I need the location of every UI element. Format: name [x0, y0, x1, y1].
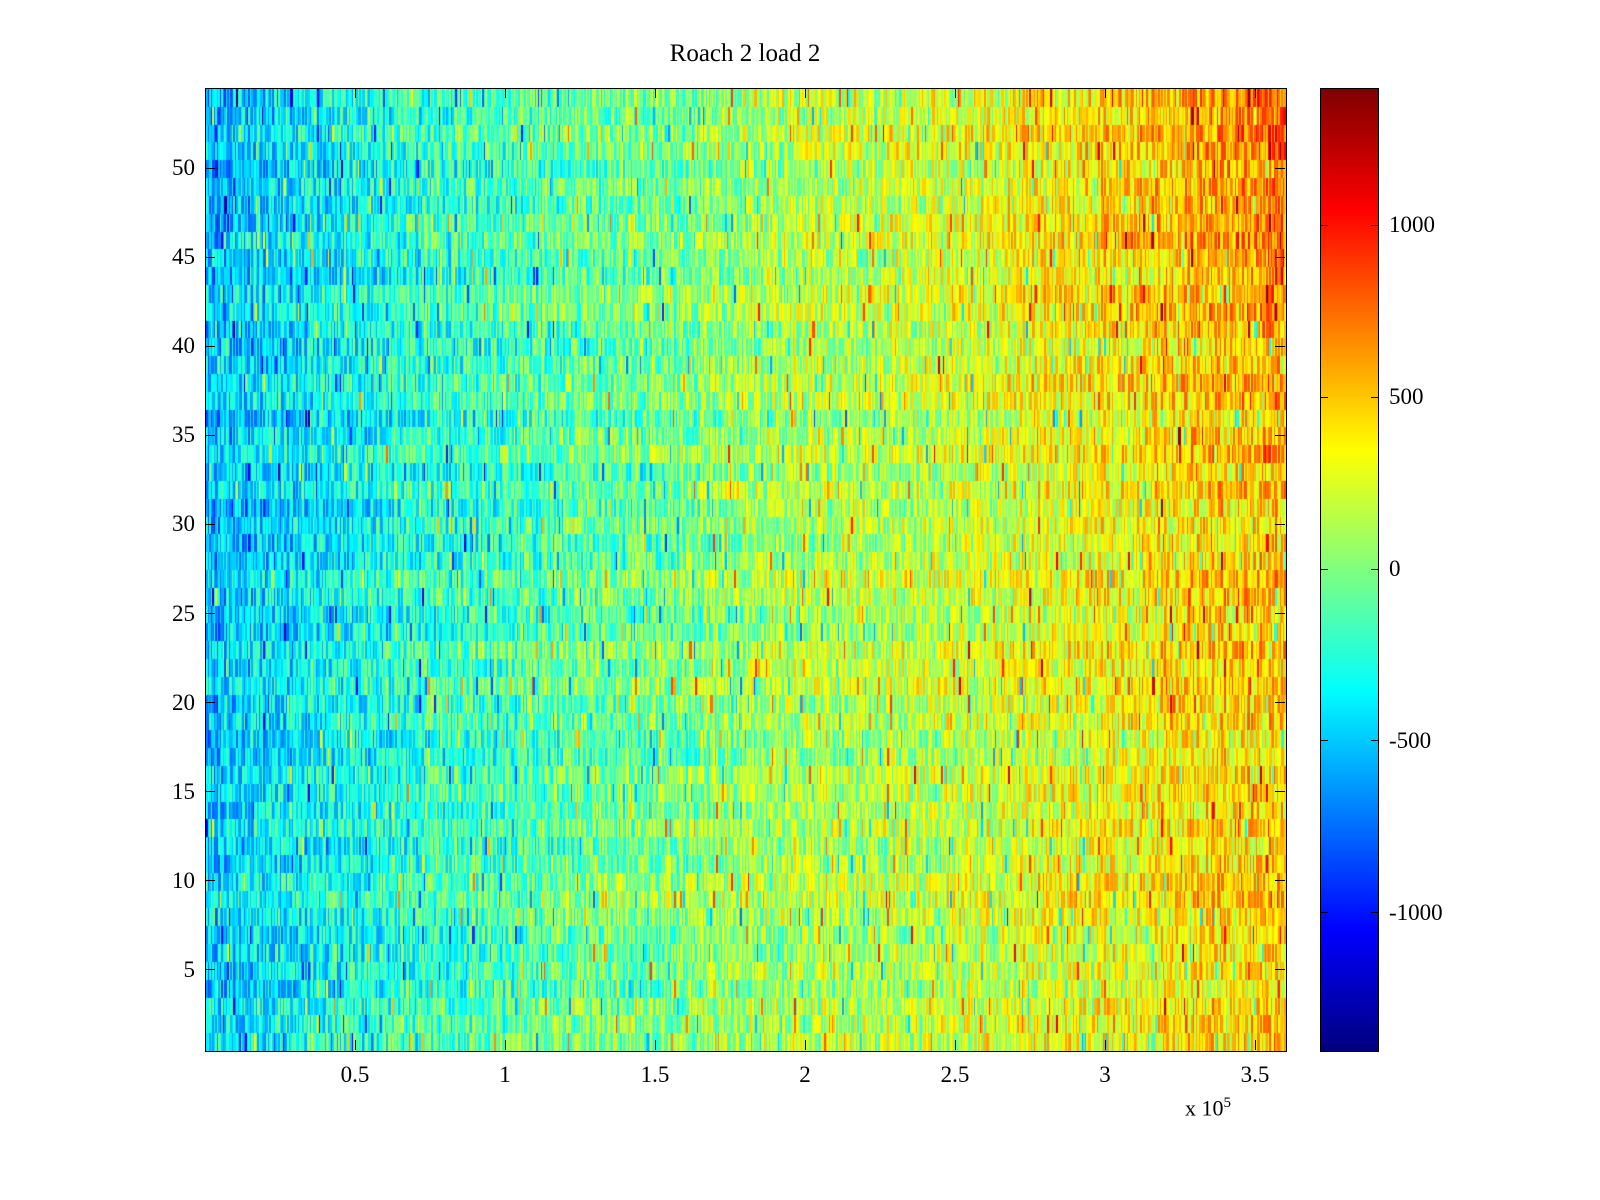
x-offset-base: x 10 — [1185, 1095, 1224, 1121]
y-tick-mark-right — [1275, 434, 1285, 436]
y-tick-label: 35 — [172, 422, 195, 448]
x-tick-mark-top — [354, 88, 356, 98]
y-tick-mark — [205, 523, 215, 525]
x-tick-mark — [1104, 1040, 1106, 1050]
x-tick-mark-top — [804, 88, 806, 98]
x-tick-mark — [504, 1040, 506, 1050]
colorbar-tick-label: 0 — [1389, 556, 1401, 581]
x-tick-mark-top — [504, 88, 506, 98]
colorbar-tick-mark-right — [1371, 396, 1378, 398]
y-tick-label: 25 — [172, 600, 195, 626]
x-tick-label: 2 — [799, 1062, 811, 1087]
y-tick-label: 45 — [172, 244, 195, 270]
y-tick-mark — [205, 167, 215, 169]
x-tick-mark — [354, 1040, 356, 1050]
x-tick-mark — [804, 1040, 806, 1050]
x-tick-mark-top — [954, 88, 956, 98]
y-tick-mark — [205, 256, 215, 258]
plot-area — [205, 88, 1287, 1052]
x-tick-mark — [954, 1040, 956, 1050]
x-tick-label: 3.5 — [1240, 1062, 1270, 1087]
y-tick-mark — [205, 613, 215, 615]
x-tick-mark — [654, 1040, 656, 1050]
colorbar-tick-mark — [1321, 568, 1328, 570]
y-tick-label: 40 — [172, 333, 195, 359]
y-tick-mark-right — [1275, 256, 1285, 258]
y-tick-mark — [205, 880, 215, 882]
y-tick-mark — [205, 702, 215, 704]
y-tick-mark-right — [1275, 880, 1285, 882]
x-tick-label: 2.5 — [940, 1062, 970, 1087]
colorbar-tick-mark — [1321, 224, 1328, 226]
colorbar-tick-mark — [1321, 740, 1328, 742]
y-tick-mark-right — [1275, 791, 1285, 793]
y-tick-mark — [205, 434, 215, 436]
colorbar-tick-mark-right — [1371, 568, 1378, 570]
y-tick-mark-right — [1275, 969, 1285, 971]
y-tick-label: 30 — [172, 511, 195, 537]
x-offset-exponent: 5 — [1223, 1095, 1232, 1111]
x-tick-mark — [1254, 1040, 1256, 1050]
y-tick-mark — [205, 969, 215, 971]
chart-title: Roach 2 load 2 — [669, 40, 821, 67]
y-tick-mark-right — [1275, 613, 1285, 615]
colorbar-tick-label: -1000 — [1389, 899, 1443, 925]
y-tick-label: 10 — [172, 867, 195, 893]
y-tick-mark — [205, 791, 215, 793]
colorbar-tick-mark-right — [1371, 912, 1378, 914]
x-offset-label: x 105 — [1185, 1095, 1231, 1121]
y-tick-label: 15 — [172, 778, 195, 804]
y-tick-mark-right — [1275, 167, 1285, 169]
x-tick-mark-top — [1254, 88, 1256, 98]
colorbar-tick-label: -500 — [1389, 727, 1432, 753]
heatmap-canvas — [206, 89, 1286, 1051]
colorbar — [1320, 88, 1379, 1052]
colorbar-tick-mark-right — [1371, 740, 1378, 742]
colorbar-tick-mark — [1321, 396, 1328, 398]
y-tick-label: 50 — [172, 155, 195, 181]
y-tick-mark-right — [1275, 345, 1285, 347]
colorbar-canvas — [1321, 89, 1378, 1051]
y-tick-label: 5 — [183, 956, 196, 982]
colorbar-tick-mark-right — [1371, 224, 1378, 226]
x-tick-label: 1.5 — [640, 1062, 670, 1087]
colorbar-tick-label: 1000 — [1389, 212, 1435, 238]
x-tick-mark-top — [1104, 88, 1106, 98]
colorbar-tick-label: 500 — [1389, 384, 1424, 410]
colorbar-tick-mark — [1321, 912, 1328, 914]
y-tick-mark-right — [1275, 702, 1285, 704]
y-tick-mark-right — [1275, 523, 1285, 525]
y-tick-label: 20 — [172, 689, 195, 715]
x-tick-label: 0.5 — [340, 1062, 370, 1087]
x-tick-label: 3 — [1099, 1062, 1111, 1087]
y-tick-mark — [205, 345, 215, 347]
x-tick-label: 1 — [499, 1062, 511, 1087]
x-tick-mark-top — [654, 88, 656, 98]
